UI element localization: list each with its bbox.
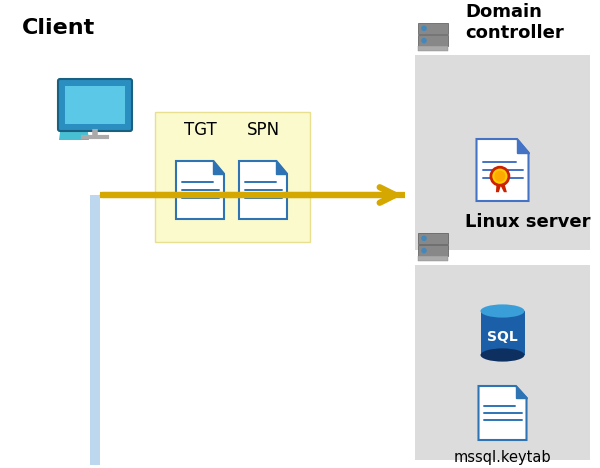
- Polygon shape: [517, 139, 529, 153]
- Circle shape: [64, 80, 90, 106]
- Ellipse shape: [481, 304, 524, 318]
- Circle shape: [421, 26, 427, 31]
- FancyBboxPatch shape: [418, 256, 448, 261]
- Circle shape: [421, 248, 427, 254]
- Circle shape: [494, 171, 505, 182]
- Polygon shape: [59, 110, 89, 140]
- FancyBboxPatch shape: [58, 79, 132, 131]
- Text: Linux server: Linux server: [465, 213, 590, 231]
- Circle shape: [421, 235, 427, 241]
- FancyBboxPatch shape: [90, 195, 100, 465]
- FancyBboxPatch shape: [418, 35, 448, 46]
- Polygon shape: [496, 178, 503, 192]
- Text: SPN: SPN: [247, 121, 280, 139]
- FancyBboxPatch shape: [418, 245, 448, 256]
- Text: SQL: SQL: [487, 329, 518, 344]
- Text: Domain
controller: Domain controller: [465, 3, 564, 42]
- Text: mssql.keytab: mssql.keytab: [454, 450, 551, 465]
- FancyBboxPatch shape: [65, 86, 125, 124]
- Polygon shape: [479, 386, 527, 440]
- Polygon shape: [239, 161, 287, 219]
- Polygon shape: [516, 386, 527, 398]
- FancyBboxPatch shape: [481, 311, 524, 355]
- Polygon shape: [476, 139, 529, 201]
- FancyBboxPatch shape: [415, 265, 590, 460]
- Text: TGT: TGT: [184, 121, 217, 139]
- FancyBboxPatch shape: [418, 233, 448, 244]
- FancyBboxPatch shape: [415, 55, 590, 250]
- Polygon shape: [497, 178, 507, 192]
- Polygon shape: [176, 161, 224, 219]
- FancyBboxPatch shape: [418, 23, 448, 34]
- Ellipse shape: [481, 348, 524, 362]
- FancyBboxPatch shape: [418, 46, 448, 51]
- Polygon shape: [277, 161, 287, 174]
- FancyBboxPatch shape: [155, 112, 310, 242]
- Text: Client: Client: [22, 18, 95, 38]
- Circle shape: [421, 38, 427, 44]
- Polygon shape: [214, 161, 224, 174]
- Circle shape: [491, 167, 509, 185]
